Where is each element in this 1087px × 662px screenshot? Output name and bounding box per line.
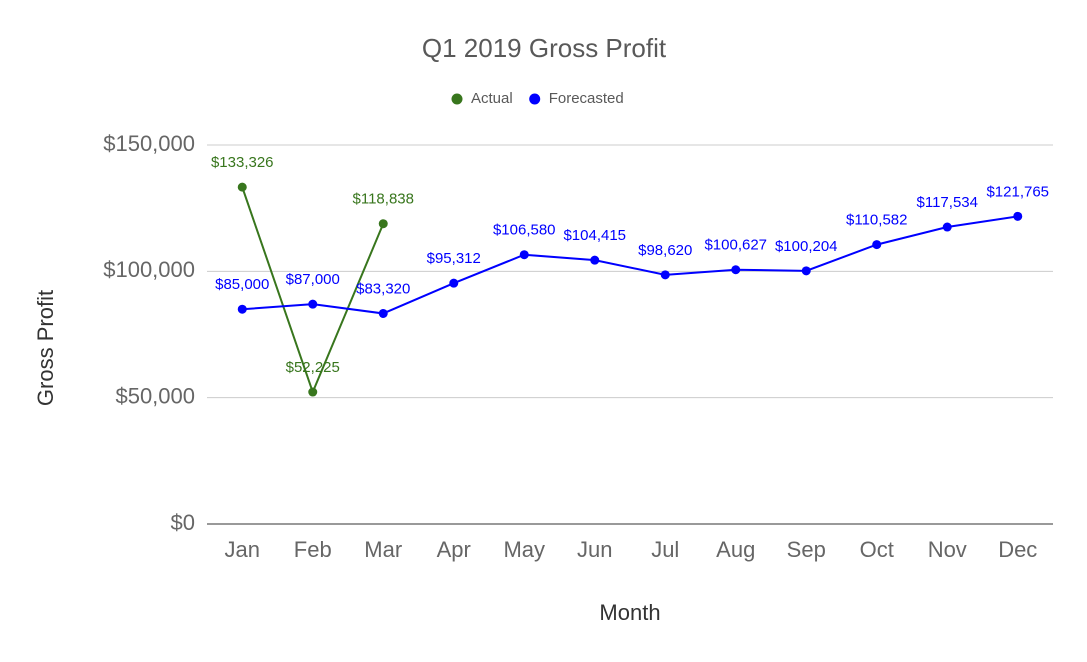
x-tick-label: Dec [998, 537, 1037, 562]
x-tick-label: Jan [225, 537, 260, 562]
x-tick-label: Nov [928, 537, 967, 562]
point [942, 222, 952, 232]
point [237, 304, 247, 314]
data-label: $104,415 [563, 227, 626, 244]
data-label: $85,000 [215, 276, 269, 293]
x-tick-label: May [503, 537, 545, 562]
point [449, 278, 459, 288]
legend-marker [451, 93, 463, 105]
point [378, 219, 388, 229]
x-tick-label: Apr [437, 537, 471, 562]
data-label: $121,765 [986, 183, 1049, 200]
data-label: $118,838 [353, 191, 414, 208]
data-label: $98,620 [638, 242, 692, 259]
x-axis-title: Month [599, 600, 660, 625]
data-label: $52,225 [286, 359, 340, 376]
point [801, 266, 811, 276]
point [1013, 211, 1023, 221]
y-tick-label: $100,000 [103, 257, 195, 282]
data-label: $95,312 [427, 250, 481, 267]
x-tick-label: Feb [294, 537, 332, 562]
data-label: $133,326 [211, 154, 274, 171]
x-tick-label: Sep [787, 537, 826, 562]
x-tick-label: Mar [364, 537, 402, 562]
series-line [242, 215, 1018, 315]
data-label: $83,320 [356, 280, 410, 297]
point [872, 240, 882, 250]
point [378, 308, 388, 318]
y-tick-label: $50,000 [115, 383, 195, 408]
y-tick-label: $150,000 [103, 131, 195, 156]
point [308, 299, 318, 309]
point [590, 255, 600, 265]
chart-title: Q1 2019 Gross Profit [422, 33, 667, 63]
data-label: $87,000 [286, 271, 340, 288]
point [308, 387, 318, 397]
data-label: $117,534 [917, 194, 978, 211]
x-tick-label: Aug [716, 537, 755, 562]
point [237, 182, 247, 192]
point [519, 250, 529, 260]
y-tick-label: $0 [171, 510, 195, 535]
legend-marker [529, 93, 541, 105]
legend-label: Forecasted [549, 90, 624, 107]
data-label: $100,627 [704, 237, 767, 254]
x-tick-label: Oct [860, 537, 894, 562]
point [731, 265, 741, 275]
data-label: $100,204 [775, 238, 838, 255]
y-axis-title: Gross Profit [33, 290, 58, 406]
x-tick-label: Jun [577, 537, 612, 562]
data-label: $110,582 [846, 212, 907, 229]
x-tick-label: Jul [651, 537, 679, 562]
legend-label: Actual [471, 90, 513, 107]
point [660, 270, 670, 280]
data-label: $106,580 [493, 222, 556, 239]
